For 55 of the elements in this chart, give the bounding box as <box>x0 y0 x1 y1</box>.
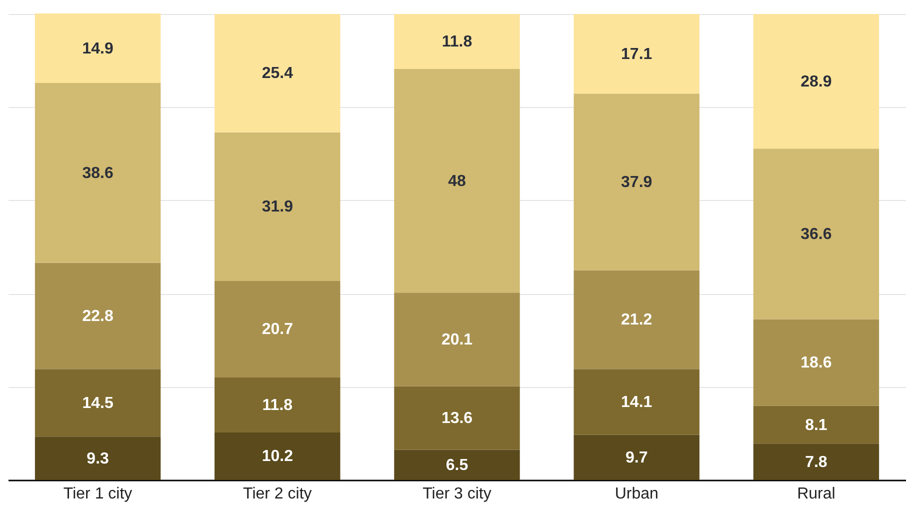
data-label: 20.1 <box>441 332 473 348</box>
bar <box>753 444 880 480</box>
bar <box>753 406 880 444</box>
bar <box>34 369 161 437</box>
data-label: 11.8 <box>442 33 472 50</box>
data-label: 14.1 <box>621 394 652 411</box>
data-label: 21.2 <box>621 312 652 329</box>
data-label: 17.1 <box>621 46 652 63</box>
bar <box>34 82 161 263</box>
x-tick-label: Tier 3 city <box>422 486 492 502</box>
data-label: 22.8 <box>82 308 114 325</box>
data-label: 28.9 <box>800 73 832 90</box>
bar <box>394 386 520 450</box>
bar <box>574 94 700 270</box>
bar <box>574 270 700 370</box>
bar <box>753 148 880 320</box>
bar <box>394 292 520 386</box>
data-label: 37.9 <box>621 174 652 191</box>
data-label: 7.8 <box>805 454 828 471</box>
x-tick-label: Rural <box>797 486 836 502</box>
bar <box>574 369 700 435</box>
bar <box>753 319 880 406</box>
data-label: 25.4 <box>262 65 294 82</box>
x-tick-label: Tier 1 city <box>63 486 132 502</box>
data-label: 11.8 <box>262 396 293 414</box>
x-tick-label: Urban <box>614 486 658 502</box>
bar <box>214 132 340 282</box>
data-label: 48 <box>448 172 466 190</box>
data-label: 9.7 <box>625 449 648 466</box>
bar <box>34 14 161 83</box>
data-label: 6.5 <box>446 456 468 474</box>
bar <box>394 14 520 69</box>
bar <box>214 14 340 132</box>
bar <box>34 262 161 370</box>
data-label: 8.1 <box>805 416 828 434</box>
data-label: 14.5 <box>82 394 114 412</box>
bar <box>214 281 340 378</box>
bar <box>574 14 700 94</box>
data-label: 38.6 <box>82 164 114 182</box>
bar <box>753 14 880 149</box>
data-label: 36.6 <box>800 226 832 243</box>
data-label: 31.9 <box>262 198 294 216</box>
bar <box>394 450 520 480</box>
data-label: 13.6 <box>441 410 473 428</box>
bar <box>214 377 340 432</box>
bar <box>574 434 700 480</box>
data-label: 20.7 <box>262 321 294 338</box>
bar <box>34 436 161 480</box>
data-label: 14.9 <box>82 40 114 58</box>
bar <box>394 68 520 293</box>
data-label: 9.3 <box>86 450 110 468</box>
x-tick-label: Tier 2 city <box>243 486 312 502</box>
data-label: 18.6 <box>800 354 832 372</box>
bar <box>214 432 340 480</box>
data-label: 10.2 <box>262 448 294 466</box>
